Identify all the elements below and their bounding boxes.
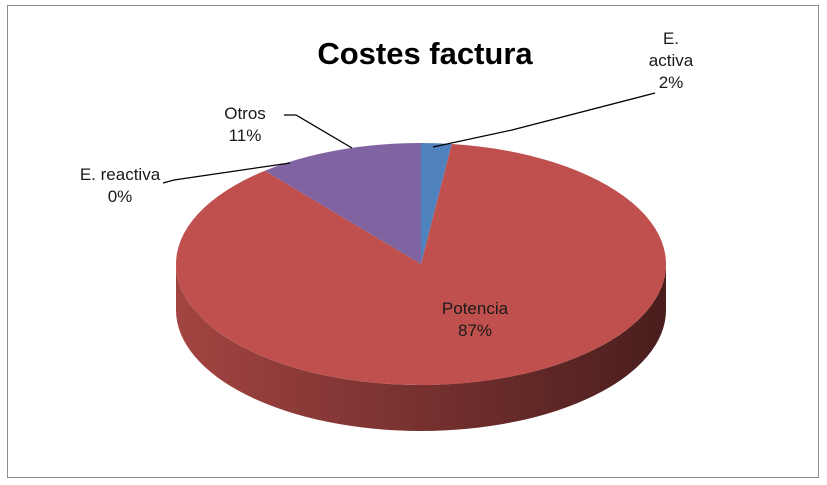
pie-slice <box>175 143 666 385</box>
chart-title: Costes factura <box>317 36 533 71</box>
value-label: 87% <box>457 321 493 340</box>
pie-side <box>176 264 666 431</box>
pie-slice <box>264 143 421 264</box>
data-label: E. reactiva 0% <box>70 164 170 208</box>
chart-frame <box>7 5 819 478</box>
category-label: Otros <box>224 104 266 123</box>
category-label: Potencia <box>441 299 509 318</box>
leader-line <box>284 114 353 149</box>
category-label: E. activa <box>648 29 694 70</box>
data-label: E. activa 2% <box>640 28 702 94</box>
category-label: E. reactiva <box>79 165 161 184</box>
data-label: Potencia 87% <box>430 298 520 342</box>
leader-line <box>432 92 656 148</box>
data-label: Otros 11% <box>205 103 285 147</box>
leader-line <box>162 162 291 184</box>
value-label: 0% <box>107 187 133 206</box>
value-label: 11% <box>228 126 262 145</box>
value-label: 2% <box>658 73 684 92</box>
pie-slice <box>421 143 452 264</box>
